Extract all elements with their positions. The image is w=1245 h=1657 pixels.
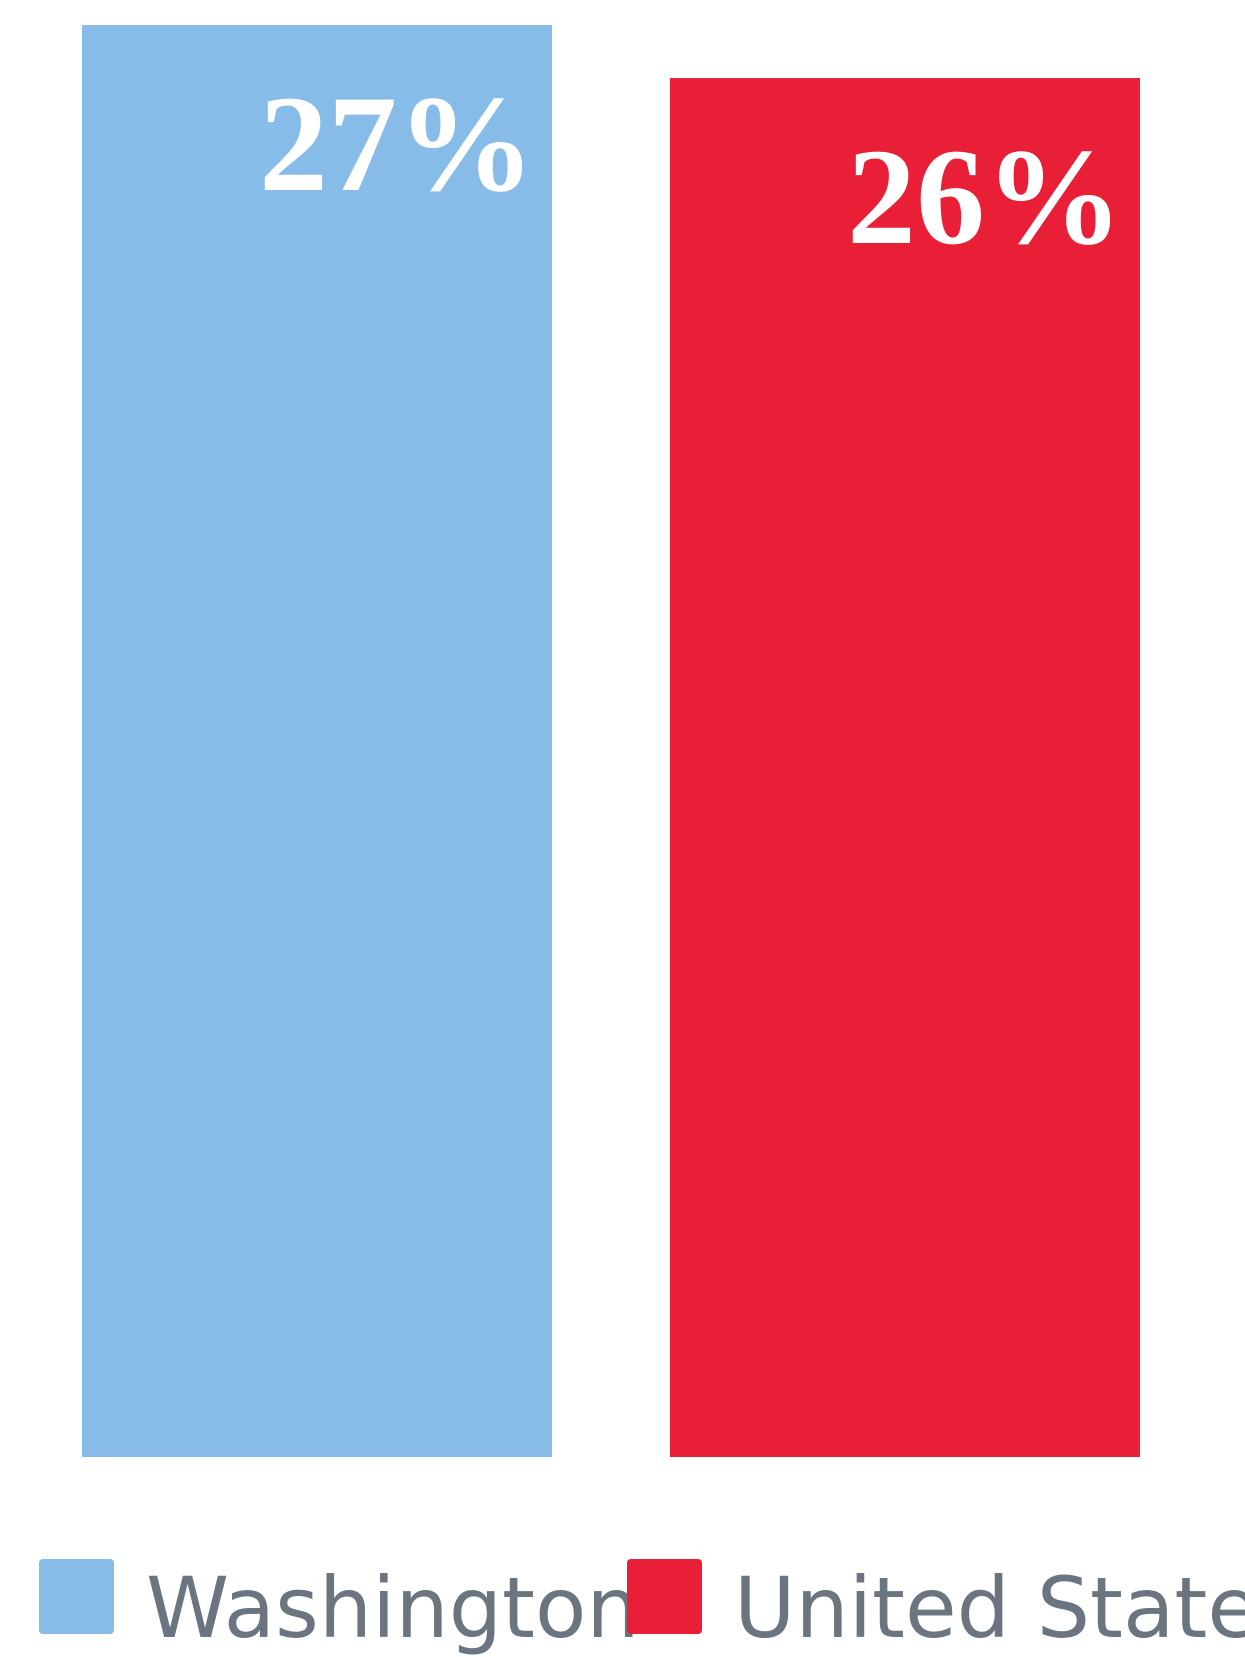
legend-label: United States [734,1559,1245,1657]
legend-swatch [627,1559,702,1634]
value-label: 27% [259,67,535,220]
legend-label: Washington [146,1559,640,1657]
bar [82,25,552,1457]
bar [670,78,1140,1458]
value-label: 26% [847,120,1123,273]
legend-swatch [39,1559,114,1634]
